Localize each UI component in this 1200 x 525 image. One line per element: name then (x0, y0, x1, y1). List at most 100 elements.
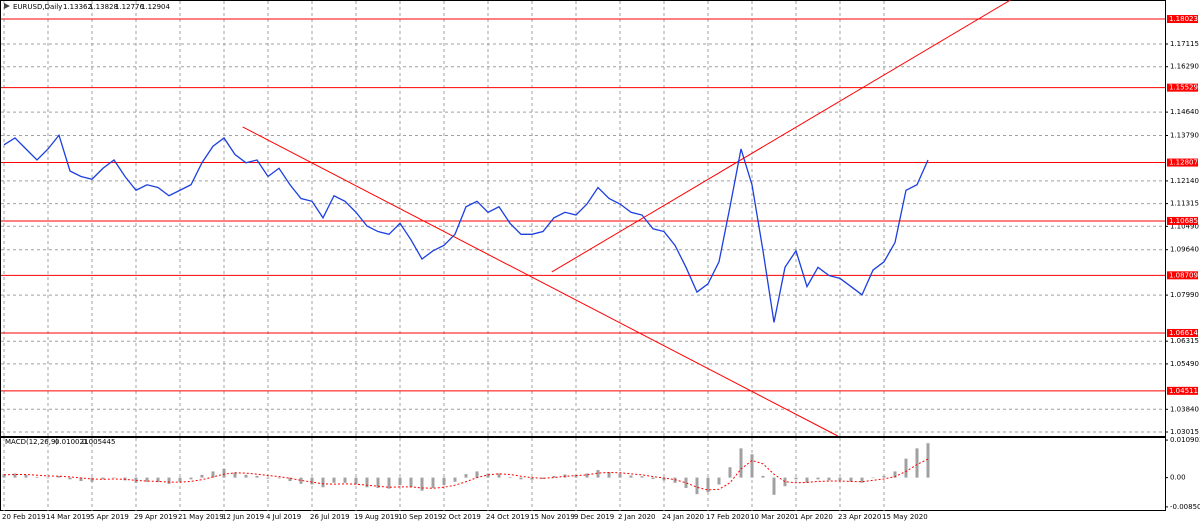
macd-bar (530, 477, 534, 480)
x-tick-label: 1 Apr 2020 (794, 513, 833, 521)
macd-bar (838, 477, 842, 481)
x-tick-label: 5 Apr 2019 (90, 513, 129, 521)
macd-bar (574, 474, 578, 478)
level-tag (1167, 386, 1198, 395)
macd-tick-label: 0.010903 (1170, 436, 1200, 444)
macd-bar (783, 477, 787, 487)
y-tick-label: 1.10490 (1170, 222, 1199, 230)
macd-bar (717, 477, 721, 485)
macd-bar (431, 477, 435, 488)
macd-bar (343, 477, 347, 483)
macd-bar (2, 474, 6, 478)
macd-bar (596, 470, 600, 478)
level-tag (1167, 328, 1198, 337)
x-tick-label: 24 Jan 2020 (662, 513, 704, 521)
macd-signal: 0.005445 (82, 438, 115, 446)
y-tick-label: 1.09640 (1170, 246, 1199, 254)
macd-bar (332, 477, 336, 483)
macd-bar (618, 473, 622, 478)
macd-bar (222, 469, 226, 478)
macd-bar (805, 477, 809, 483)
macd-bar (915, 448, 919, 478)
macd-bar (871, 477, 875, 479)
macd-bar (310, 477, 314, 485)
y-tick-label: 1.17115 (1170, 40, 1199, 48)
macd-bar (849, 477, 853, 482)
macd-bar (893, 471, 897, 478)
macd-bar (233, 472, 237, 478)
macd-bar (387, 477, 391, 489)
y-tick-label: 1.07990 (1170, 291, 1199, 299)
macd-bar (321, 477, 325, 488)
level-label: 1.06614 (1169, 329, 1198, 337)
y-tick-label: 1.16290 (1170, 63, 1199, 71)
level-label: 1.08709 (1169, 271, 1198, 279)
y-tick-label: 1.03840 (1170, 405, 1199, 413)
header-low: 1.12776 (115, 3, 144, 11)
macd-bar (189, 477, 193, 480)
macd-bar (365, 477, 369, 488)
x-tick-label: 4 Jul 2019 (266, 513, 301, 521)
macd-bar (497, 473, 501, 478)
y-tick-label: 1.11315 (1170, 200, 1199, 208)
macd-bar (255, 475, 259, 478)
macd-bar (409, 477, 413, 488)
macd-bar (728, 467, 732, 478)
macd-label: MACD(12,26,9) (5, 438, 58, 446)
macd-bar (101, 477, 105, 480)
macd-bar (739, 448, 743, 478)
macd-bar (684, 477, 688, 488)
macd-bar (508, 476, 512, 478)
macd-bar (695, 477, 699, 495)
level-label: 1.12807 (1169, 159, 1198, 167)
macd-bar (211, 471, 215, 478)
macd-bar (299, 477, 303, 484)
macd-bar (926, 443, 930, 478)
main-panel (0, 0, 1166, 437)
macd-bar (156, 477, 160, 483)
macd-bar (68, 477, 72, 480)
y-tick-label: 1.03015 (1170, 428, 1199, 436)
macd-bar (376, 477, 380, 488)
trendline (551, 0, 1011, 273)
macd-tick-label: 0.00 (1170, 474, 1186, 482)
x-tick-label: 15 May 2020 (882, 513, 928, 521)
macd-bar (46, 477, 50, 479)
macd-bar (475, 471, 479, 478)
macd-bar (24, 474, 28, 478)
macd-bar (79, 477, 83, 482)
macd-bar (464, 474, 468, 478)
macd-bar (706, 477, 710, 493)
macd-bar (288, 477, 292, 482)
x-tick-label: 10 Sep 2019 (398, 513, 442, 521)
macd-bar (178, 477, 182, 482)
macd-bar (860, 477, 864, 483)
level-label: 1.04511 (1169, 387, 1198, 395)
y-tick-label: 1.14640 (1170, 108, 1199, 116)
header-high: 1.13828 (89, 3, 118, 11)
level-tag (1167, 271, 1198, 280)
macd-bar (651, 477, 655, 479)
level-label: 1.10685 (1169, 217, 1198, 225)
x-tick-label: 14 Mar 2019 (46, 513, 90, 521)
x-tick-label: 10 Mar 2020 (750, 513, 794, 521)
trendline (242, 126, 839, 437)
price-line (3, 133, 929, 323)
macd-bar (761, 475, 765, 478)
macd-panel (0, 437, 1166, 511)
macd-bar (607, 472, 611, 478)
macd-bar (145, 477, 149, 482)
macd-bar (486, 473, 490, 478)
level-tag (1167, 83, 1198, 92)
x-tick-label: 24 Oct 2019 (486, 513, 529, 521)
macd-bar (882, 475, 886, 478)
macd-bar (794, 477, 798, 480)
x-tick-label: 19 Aug 2019 (354, 513, 399, 521)
x-tick-label: 2 Oct 2019 (442, 513, 481, 521)
header-close: 1.12904 (141, 3, 170, 11)
macd-bar (640, 476, 644, 478)
x-tick-label: 21 May 2019 (178, 513, 224, 521)
level-tag (1167, 15, 1198, 24)
y-tick-label: 1.13790 (1170, 132, 1199, 140)
